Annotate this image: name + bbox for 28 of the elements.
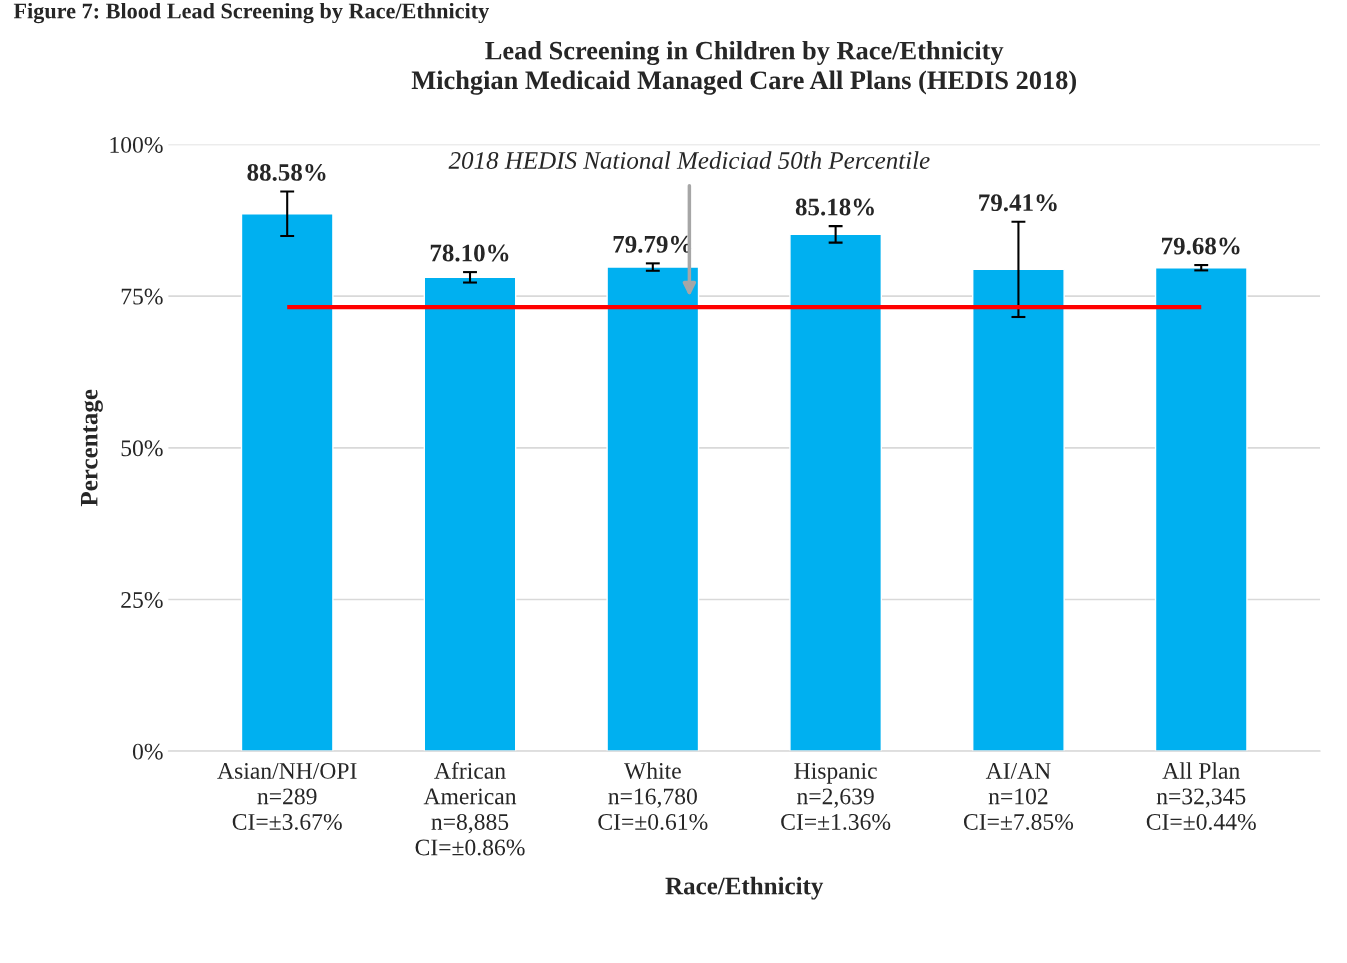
caption: Figure 7: Blood Lead Screening by Race/Ethnicity: [13, 2, 490, 24]
data-label: 88.58%: [247, 163, 326, 181]
y-axis-title: Percentage: [80, 389, 103, 507]
x-tick-label: All Plan n=32,345 CI=±0.44%: [1146, 762, 1256, 830]
chart-title: Lead Screening in Children by Race/Ethnicity Michgian Medicaid Managed Care All Plans (HEDIS 2018): [411, 40, 1076, 95]
bar: [606, 266, 700, 752]
bar: [789, 233, 883, 752]
x-tick-label: White n=16,780 CI=±0.61%: [598, 762, 708, 830]
data-label: 79.68%: [1162, 237, 1240, 255]
y-tick-label: 25%: [121, 591, 163, 608]
bar: [1154, 267, 1248, 752]
y-tick-label: 50%: [121, 440, 163, 457]
annotation: 2018 HEDIS National Mediciad 50th Percentile: [448, 151, 930, 169]
data-label: 79.79%: [613, 235, 692, 253]
data-label: 78.10%: [430, 244, 509, 262]
x-tick-label: Hispanic n=2,639 CI=±1.36%: [781, 763, 891, 830]
x-tick-label: Asian/NH/OPI n=289 CI=±3.67%: [217, 763, 357, 830]
x-tick-label: African American n=8,885 CI=±0.86%: [415, 762, 525, 856]
bar: [240, 213, 334, 752]
data-label: 85.18%: [795, 198, 874, 216]
y-tick-label: 100%: [110, 136, 163, 153]
x-axis-title: Race/Ethnicity: [665, 876, 824, 900]
bar: [972, 268, 1065, 752]
y-tick-label: 75%: [121, 288, 163, 305]
data-label: 79.41%: [979, 194, 1057, 212]
bar: [423, 276, 517, 752]
y-tick-label: 0%: [132, 743, 163, 760]
x-tick-label: AI/AN n=102 CI=±7.85%: [963, 763, 1074, 830]
